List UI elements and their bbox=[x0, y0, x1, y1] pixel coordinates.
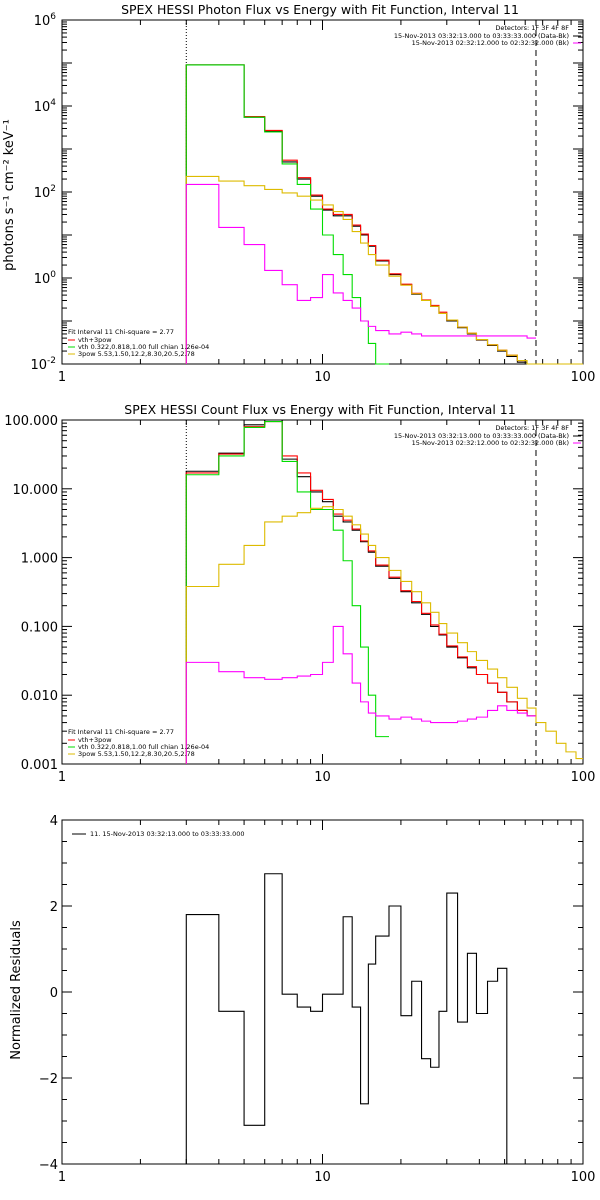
y-tick-label: 2 bbox=[50, 900, 58, 915]
x-tick-label: 1 bbox=[58, 1170, 66, 1185]
legend-entry: 15-Nov-2013 02:32:12.000 to 02:32:32.000… bbox=[412, 39, 569, 47]
y-tick-label: 4 bbox=[50, 814, 58, 829]
y-tick-label: 106 bbox=[34, 12, 57, 29]
series-line bbox=[185, 64, 528, 364]
residuals-panel: Normalized Residuals 1 10 100 −4 −2 0 2 4 11. 15… bbox=[9, 814, 595, 1185]
legend-entry: 15-Nov-2013 03:32:13.000 to 03:33:33.000… bbox=[394, 32, 569, 40]
series-line bbox=[185, 420, 536, 764]
fit-legend-entry: vth 0.322,0.818,1.00 full chian 1.26e-04 bbox=[78, 343, 209, 351]
legend-header: Detectors: 1F 3F 4F 8F bbox=[495, 24, 569, 32]
y-tick-label: 0.010 bbox=[21, 689, 58, 704]
y-tick-label: 100 bbox=[34, 270, 57, 287]
count-flux-title: SPEX HESSI Count Flux vs Energy with Fit… bbox=[124, 402, 515, 417]
plot-frame bbox=[61, 19, 584, 365]
count-flux-plot-area: 1 10 100 0.001 0.010 0.100 1.000 10.000 100.000 D… bbox=[4, 414, 595, 785]
series-line bbox=[185, 183, 536, 364]
residuals-y-label: Normalized Residuals bbox=[9, 920, 24, 1060]
y-tick-label: 10.000 bbox=[13, 483, 59, 498]
x-tick-label: 10 bbox=[314, 770, 331, 785]
y-tick-label: −2 bbox=[39, 1072, 58, 1087]
y-tick-label: 1.000 bbox=[21, 552, 58, 567]
photon-flux-y-label: photons s⁻¹ cm⁻² keV⁻¹ bbox=[2, 119, 17, 271]
residuals-plot-area: 1 10 100 −4 −2 0 2 4 11. 15-Nov-2013 03:32:13.00… bbox=[39, 814, 596, 1185]
photon-flux-title: SPEX HESSI Photon Flux vs Energy with Fi… bbox=[121, 2, 519, 17]
y-tick-label: 100.000 bbox=[4, 414, 58, 429]
x-tick-label: 1 bbox=[58, 770, 66, 785]
x-tick-label: 1 bbox=[58, 370, 66, 385]
fit-legend-entry: 3pow 5.53,1.50,12.2,8.30,20.5,2.78 bbox=[78, 350, 195, 358]
plot-frame bbox=[61, 819, 584, 1165]
series-line bbox=[185, 419, 536, 764]
residual-legend-entry: 11. 15-Nov-2013 03:32:13.000 to 03:33:33… bbox=[90, 830, 244, 838]
series-line bbox=[185, 420, 389, 764]
x-tick-label: 100 bbox=[571, 770, 596, 785]
legend-header: Detectors: 1F 3F 4F 8F bbox=[495, 424, 569, 432]
y-tick-label: 0.001 bbox=[21, 758, 58, 773]
series-line bbox=[185, 64, 389, 365]
y-tick-label: 0 bbox=[50, 986, 58, 1001]
series-line bbox=[185, 64, 528, 364]
x-tick-label: 10 bbox=[314, 370, 331, 385]
series-line bbox=[185, 625, 536, 764]
count-flux-panel: SPEX HESSI Count Flux vs Energy with Fit… bbox=[4, 402, 595, 785]
y-tick-label: −4 bbox=[39, 1158, 58, 1173]
y-tick-label: 10-2 bbox=[30, 356, 56, 373]
x-tick-label: 100 bbox=[571, 1170, 596, 1185]
fit-legend-entry: vth+3pow bbox=[78, 736, 112, 744]
x-tick-label: 100 bbox=[571, 370, 596, 385]
fit-legend-header: Fit Interval 11 Chi-square = 2.77 bbox=[68, 328, 174, 336]
plot-frame bbox=[61, 419, 584, 765]
fit-legend-entry: 3pow 5.53,1.50,12.2,8.30,20.5,2.78 bbox=[78, 750, 195, 758]
series-line bbox=[185, 506, 583, 764]
x-tick-label: 10 bbox=[314, 1170, 331, 1185]
legend-entry: 15-Nov-2013 03:32:13.000 to 03:33:33.000… bbox=[394, 432, 569, 440]
fit-legend-entry: vth+3pow bbox=[78, 336, 112, 344]
fit-legend-entry: vth 0.322,0.818,1.00 full chian 1.26e-04 bbox=[78, 743, 209, 751]
y-tick-label: 0.100 bbox=[21, 620, 58, 635]
photon-flux-plot-area: 1 10 100 10-2 100 102 104 106 Detectors: 1F 3F 4… bbox=[30, 12, 595, 385]
photon-flux-panel: SPEX HESSI Photon Flux vs Energy with Fi… bbox=[2, 2, 595, 385]
series-line bbox=[185, 175, 583, 365]
y-tick-label: 104 bbox=[34, 98, 57, 115]
y-tick-label: 102 bbox=[34, 184, 56, 201]
legend-entry: 15-Nov-2013 02:32:12.000 to 02:32:32.000… bbox=[412, 439, 569, 447]
fit-legend-header: Fit Interval 11 Chi-square = 2.77 bbox=[68, 728, 174, 736]
series-line bbox=[185, 873, 536, 1165]
